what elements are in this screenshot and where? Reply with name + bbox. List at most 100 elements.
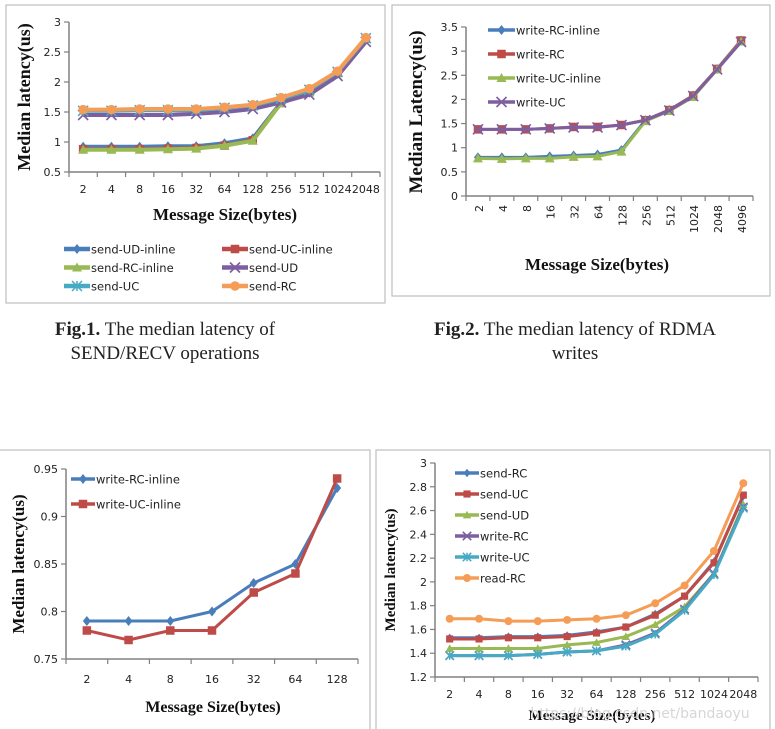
y-tick-label: 1.4	[410, 647, 428, 660]
data-point	[739, 479, 748, 488]
data-point	[563, 633, 571, 641]
data-point	[651, 620, 660, 629]
series-send-RC-inline	[78, 33, 371, 154]
data-point	[208, 606, 216, 617]
data-point	[106, 104, 117, 115]
legend-item: write-UC-inline	[71, 498, 181, 512]
data-point	[276, 92, 286, 103]
x-tick-label: 4	[497, 205, 510, 212]
data-point	[533, 617, 542, 626]
legend-label: write-RC-inline	[96, 473, 180, 487]
data-point	[78, 104, 88, 115]
y-tick-label: 2	[451, 93, 458, 106]
x-tick-label: 2048	[712, 205, 725, 233]
x-tick-label: 1024	[324, 183, 352, 196]
legend-marker	[229, 261, 241, 274]
series-line	[83, 37, 368, 152]
legend: write-RC-inline write-RC write-UC-inline wr…	[488, 24, 601, 110]
legend-marker	[79, 474, 87, 484]
data-point	[533, 649, 543, 660]
legend-label: send-RC	[249, 280, 296, 294]
x-axis-title: Message Size(bytes)	[528, 708, 655, 724]
data-point	[249, 578, 258, 588]
data-point	[679, 605, 690, 616]
data-point	[592, 614, 601, 623]
data-point	[592, 638, 601, 646]
x-axis-title: Message Size(bytes)	[153, 205, 297, 224]
x-tick-label: 16	[161, 183, 175, 196]
data-point	[504, 644, 513, 652]
legend-marker	[462, 531, 472, 541]
data-point	[622, 623, 630, 631]
data-point	[592, 151, 603, 161]
data-point	[562, 647, 572, 657]
data-point	[621, 611, 630, 620]
data-point	[445, 644, 454, 652]
data-point	[710, 559, 718, 567]
data-point	[446, 635, 454, 643]
y-axis-title: Median latency(us)	[9, 494, 28, 633]
legend-label: send-UC-inline	[249, 243, 333, 257]
data-point	[544, 153, 555, 163]
data-point	[563, 615, 572, 624]
chart-send-recv-latency: 0.511.522.532 4 8 16 32 64 128 256 512 1024 2048Me…	[14, 16, 381, 294]
x-tick-label: 32	[560, 688, 574, 701]
series-line	[83, 36, 368, 112]
data-point	[621, 641, 631, 651]
data-point	[650, 629, 660, 639]
data-point	[568, 121, 580, 133]
legend-item: write-UC	[488, 96, 566, 110]
legend-marker	[497, 49, 506, 59]
data-point	[304, 83, 315, 94]
legend-item: write-RC-inline	[488, 24, 600, 38]
x-tick-label: 16	[545, 205, 558, 219]
data-point	[591, 646, 602, 656]
series-line	[83, 36, 368, 113]
data-point	[163, 104, 173, 114]
legend-item: send-UD	[455, 509, 529, 523]
legend-label: write-RC	[480, 530, 529, 544]
series-write-UC	[444, 503, 749, 661]
data-point	[162, 144, 173, 154]
y-axis-title: Median latency(us)	[383, 509, 399, 632]
data-point	[687, 90, 699, 102]
legend-marker	[462, 552, 472, 562]
data-point	[735, 36, 747, 48]
legend-label: send-UD-inline	[91, 243, 175, 257]
series-send-UD-inline	[79, 33, 370, 152]
legend-item: send-UC	[455, 488, 528, 502]
data-point	[711, 63, 723, 76]
legend-marker	[230, 244, 240, 254]
legend-item: send-UC-inline	[222, 243, 333, 257]
x-tick-label: 8	[136, 183, 143, 196]
y-tick-label: 0.5	[44, 166, 62, 179]
data-point	[472, 123, 484, 135]
y-tick-label: 3	[420, 457, 427, 470]
data-point	[639, 114, 651, 126]
legend: send-UD-inline send-UC-inline send-RC-inli…	[64, 243, 333, 294]
legend-item: send-UD	[222, 261, 298, 275]
legend-marker	[71, 280, 83, 292]
data-point	[106, 144, 117, 154]
x-tick-label: 32	[247, 673, 261, 686]
x-tick-label: 128	[327, 673, 348, 686]
series-send-UC-inline	[78, 34, 371, 154]
x-tick-label: 4	[125, 673, 132, 686]
series-write-RC-inline	[82, 483, 342, 626]
series-line	[83, 37, 368, 152]
y-tick-label: 2	[54, 76, 61, 89]
data-point	[124, 616, 133, 626]
series-write-UC-inline	[82, 474, 342, 645]
legend-item: write-RC	[488, 48, 565, 62]
x-tick-label: 128	[615, 688, 636, 701]
fig1-caption: Fig.1. The median latency of SEND/RECV o…	[40, 318, 290, 366]
y-tick-label: 2.5	[441, 69, 459, 82]
legend-item: write-RC	[455, 530, 529, 544]
data-point	[332, 66, 343, 76]
legend-label: write-UC	[516, 96, 566, 110]
data-point	[615, 119, 628, 131]
legend: write-RC-inline write-UC-inline	[71, 473, 181, 512]
legend: send-RC send-UC send-UD write-RC write-UC rea…	[455, 467, 530, 586]
legend-marker	[463, 468, 471, 478]
